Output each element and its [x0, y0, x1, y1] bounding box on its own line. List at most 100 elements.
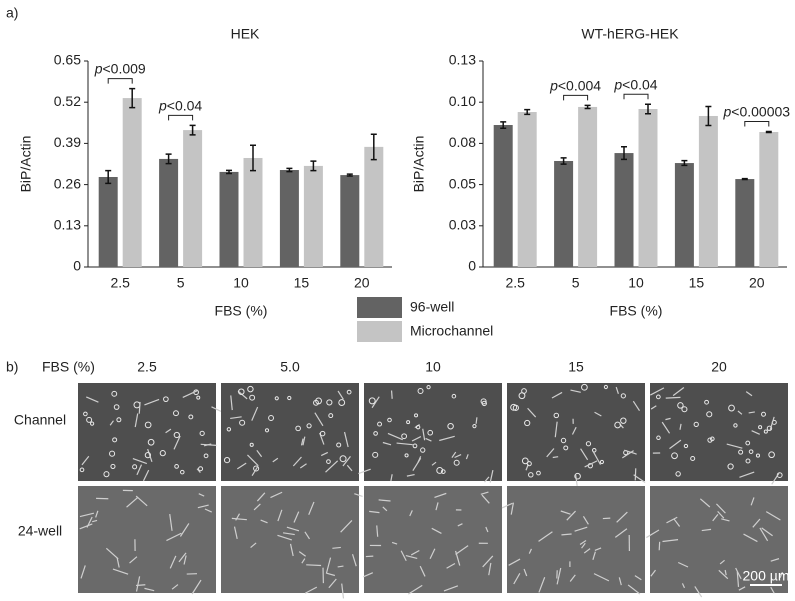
cell — [249, 394, 256, 401]
cell — [387, 417, 392, 423]
cell — [717, 510, 725, 519]
error-bar — [346, 173, 353, 177]
significance-symbol: p — [158, 97, 167, 113]
cell — [755, 453, 761, 458]
scale-bar-label: 200 µm — [743, 568, 790, 584]
cell — [196, 468, 201, 473]
cell — [405, 554, 418, 560]
cell — [406, 420, 411, 425]
significance-bracket — [623, 93, 649, 100]
cell — [758, 425, 763, 430]
cell — [704, 399, 709, 405]
cell — [235, 513, 241, 521]
cell — [343, 431, 349, 448]
cell — [699, 498, 711, 508]
cell — [260, 519, 268, 524]
column-label: 5.0 — [280, 359, 300, 375]
cell — [256, 449, 263, 458]
cell — [336, 442, 342, 448]
cell — [237, 390, 248, 400]
cell — [223, 456, 231, 464]
cell — [706, 411, 713, 418]
cell — [377, 421, 383, 427]
cell — [737, 410, 743, 415]
cell — [733, 423, 738, 428]
cell — [736, 571, 740, 587]
cell — [745, 458, 751, 464]
cell — [400, 550, 407, 561]
error-bar — [741, 177, 748, 181]
cell — [673, 518, 681, 527]
cell — [771, 473, 780, 485]
cell — [282, 532, 295, 536]
cell — [620, 393, 626, 399]
cell — [382, 441, 392, 446]
cell — [387, 432, 403, 441]
cell — [134, 413, 139, 428]
cell — [592, 551, 596, 561]
y-tick-label: 0.26 — [54, 175, 81, 191]
cell — [431, 527, 442, 534]
error-bar — [250, 144, 256, 172]
cell — [425, 437, 432, 442]
y-tick-label: 0.13 — [449, 52, 476, 68]
cell — [735, 567, 742, 580]
cell — [552, 456, 559, 459]
cell — [769, 416, 775, 432]
cell — [679, 423, 682, 430]
cell — [561, 533, 572, 536]
cell — [427, 429, 434, 436]
cell — [750, 497, 755, 506]
error-bar — [621, 145, 627, 161]
cell — [247, 454, 259, 467]
cell — [173, 431, 180, 439]
cell — [396, 442, 413, 446]
cell — [526, 461, 532, 467]
cell — [701, 528, 712, 532]
cell — [599, 459, 605, 465]
cell — [512, 404, 519, 411]
cell — [571, 426, 577, 435]
cell — [409, 510, 413, 517]
cell — [594, 547, 602, 551]
column-label: 15 — [568, 359, 584, 375]
cell — [748, 449, 754, 454]
cell — [326, 459, 331, 464]
cell — [580, 448, 589, 461]
cell — [251, 406, 259, 421]
cell — [633, 474, 646, 484]
cell — [188, 414, 194, 420]
cell — [277, 534, 293, 541]
cell — [748, 411, 755, 414]
micrograph-bg — [364, 383, 502, 481]
cell — [488, 562, 492, 576]
micrograph-bg — [650, 486, 788, 593]
cell — [446, 562, 456, 569]
error-bar — [310, 160, 317, 172]
cell — [173, 435, 181, 450]
cell — [363, 572, 374, 578]
cell — [574, 526, 588, 532]
cell — [779, 571, 783, 578]
bar — [159, 158, 179, 267]
cell — [528, 548, 532, 554]
cell — [719, 559, 725, 565]
cell — [196, 395, 201, 400]
significance-label: p<0.004 — [549, 77, 601, 93]
cell — [627, 584, 641, 595]
cell — [256, 492, 266, 502]
cell — [289, 543, 294, 557]
cell — [253, 503, 261, 511]
cell — [560, 510, 571, 515]
cell — [391, 541, 398, 545]
cell — [671, 452, 678, 460]
cell — [501, 502, 513, 509]
bar — [614, 153, 634, 267]
cell — [546, 448, 555, 458]
cell — [135, 576, 141, 592]
cell — [419, 565, 426, 577]
y-tick-label: 0.65 — [54, 52, 81, 68]
cell — [592, 450, 602, 465]
cell — [707, 437, 713, 443]
cell — [292, 456, 302, 467]
